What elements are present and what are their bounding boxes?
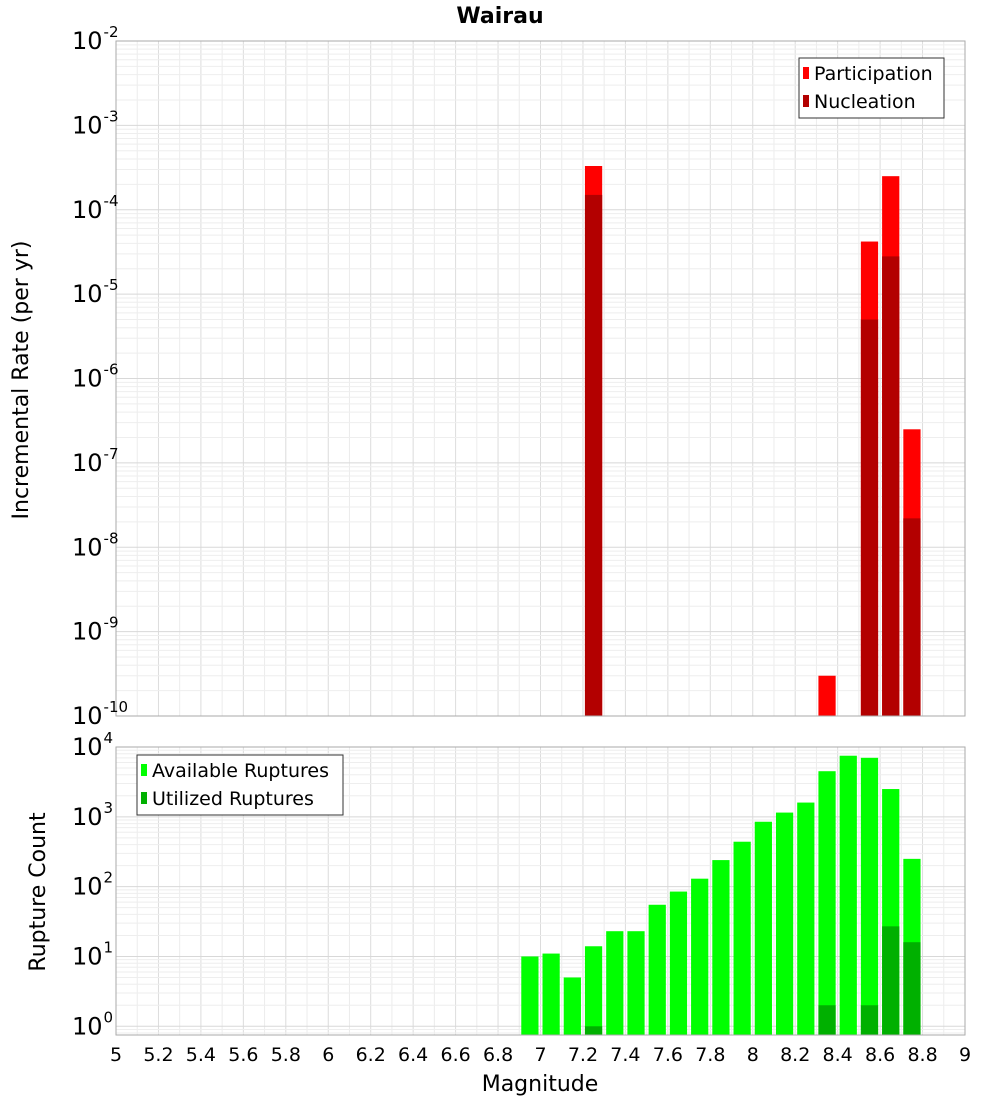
x-axis-label: Magnitude <box>482 1072 599 1097</box>
legend-label: Utilized Ruptures <box>152 788 314 810</box>
y-tick-label: 10-10 <box>72 698 128 730</box>
y-tick-label: 10-2 <box>72 23 119 55</box>
bar-primary <box>606 931 624 1035</box>
bar-secondary <box>882 926 900 1035</box>
y-tick-label: 10-4 <box>72 192 119 224</box>
y-tick-exponent: 4 <box>104 729 114 747</box>
legend-box <box>136 754 344 816</box>
chart-title: Wairau <box>456 4 543 29</box>
y-tick-exponent: 3 <box>104 799 114 817</box>
x-tick-label: 9 <box>959 1044 971 1066</box>
y-tick-exponent: -7 <box>104 445 119 463</box>
y-tick-label: 10-6 <box>72 361 119 393</box>
x-tick-label: 6.8 <box>483 1044 513 1066</box>
bar-primary <box>627 931 645 1035</box>
x-tick-label: 6.6 <box>440 1044 470 1066</box>
y-tick-label: 10-9 <box>72 614 119 646</box>
bar-primary <box>839 755 857 1035</box>
y-tick-exponent: -4 <box>104 192 119 210</box>
bar-primary <box>712 860 730 1035</box>
bar-primary <box>797 802 815 1035</box>
bar-secondary <box>584 1026 603 1035</box>
bar-primary <box>860 757 879 1035</box>
bar-secondary <box>860 1005 879 1035</box>
x-tick-label: 7.4 <box>610 1044 640 1066</box>
bar-primary <box>818 771 836 1035</box>
bar-primary <box>648 904 666 1035</box>
legend-label: Available Ruptures <box>152 760 329 782</box>
bar-primary <box>563 977 581 1035</box>
y-tick-exponent: 0 <box>104 1008 114 1026</box>
y-tick-exponent: -10 <box>104 698 129 716</box>
y-tick-label: 103 <box>72 799 113 831</box>
x-tick-label: 7.8 <box>695 1044 725 1066</box>
bar-secondary <box>818 1005 836 1035</box>
y-tick-exponent: 1 <box>104 938 114 956</box>
x-tick-label: 8.2 <box>780 1044 810 1066</box>
y-tick-exponent: 2 <box>104 869 114 887</box>
x-tick-label: 8 <box>747 1044 759 1066</box>
x-tick-label: 7 <box>534 1044 546 1066</box>
x-tick-label: 7.6 <box>653 1044 683 1066</box>
y-tick-exponent: -8 <box>104 529 119 547</box>
y-tick-exponent: -5 <box>104 276 119 294</box>
y-tick-label: 10-5 <box>72 276 119 308</box>
x-tick-label: 6.4 <box>398 1044 428 1066</box>
y-tick-label: 101 <box>72 938 113 970</box>
y-tick-exponent: -6 <box>104 361 119 379</box>
y-tick-exponent: -9 <box>104 614 119 632</box>
bottom-y-axis-label: Rupture Count <box>26 812 51 972</box>
x-tick-label: 5 <box>110 1044 122 1066</box>
y-tick-label: 104 <box>72 729 113 761</box>
x-tick-label: 5.2 <box>143 1044 173 1066</box>
x-tick-label: 8.8 <box>907 1044 937 1066</box>
bar-secondary <box>903 518 921 716</box>
legend-label: Nucleation <box>814 91 916 113</box>
bar-secondary <box>860 319 879 716</box>
legend-label: Participation <box>814 63 933 85</box>
bar-primary <box>733 841 751 1035</box>
bar-secondary <box>584 194 603 716</box>
bar-primary <box>775 812 794 1035</box>
y-tick-exponent: -2 <box>104 23 119 41</box>
plot-border <box>115 40 966 717</box>
x-tick-label: 7.2 <box>568 1044 598 1066</box>
y-tick-label: 10-8 <box>72 529 119 561</box>
bar-secondary <box>903 942 921 1035</box>
x-tick-label: 8.6 <box>865 1044 895 1066</box>
x-tick-label: 6 <box>322 1044 334 1066</box>
y-tick-label: 100 <box>72 1008 113 1040</box>
x-tick-label: 6.2 <box>356 1044 386 1066</box>
bar-primary <box>521 956 539 1035</box>
bar-primary <box>754 821 772 1035</box>
legend-swatch <box>803 95 809 107</box>
legend-swatch <box>141 764 147 776</box>
y-tick-label: 102 <box>72 869 113 901</box>
x-tick-label: 8.4 <box>823 1044 853 1066</box>
legend-box <box>798 57 945 119</box>
bar-primary <box>584 946 603 1035</box>
x-tick-label: 5.6 <box>228 1044 258 1066</box>
bar-primary <box>542 953 560 1035</box>
plot-border <box>115 746 966 1036</box>
y-tick-label: 10-7 <box>72 445 119 477</box>
legend-swatch <box>803 67 809 79</box>
top-panel: 10-10 10-9 10-8 10-7 10-6 10-5 10-4 10-3 10-2 Par… <box>72 23 966 730</box>
x-tick-label: 5.8 <box>271 1044 301 1066</box>
bar-primary <box>669 891 688 1035</box>
bar-secondary <box>882 256 900 716</box>
bar-primary <box>691 878 709 1035</box>
bar-primary <box>818 675 836 716</box>
legend-swatch <box>141 792 147 804</box>
y-tick-label: 10-3 <box>72 107 119 139</box>
y-tick-exponent: -3 <box>104 107 119 125</box>
top-y-axis-label: Incremental Rate (per yr) <box>9 241 34 520</box>
x-tick-label: 5.4 <box>186 1044 216 1066</box>
